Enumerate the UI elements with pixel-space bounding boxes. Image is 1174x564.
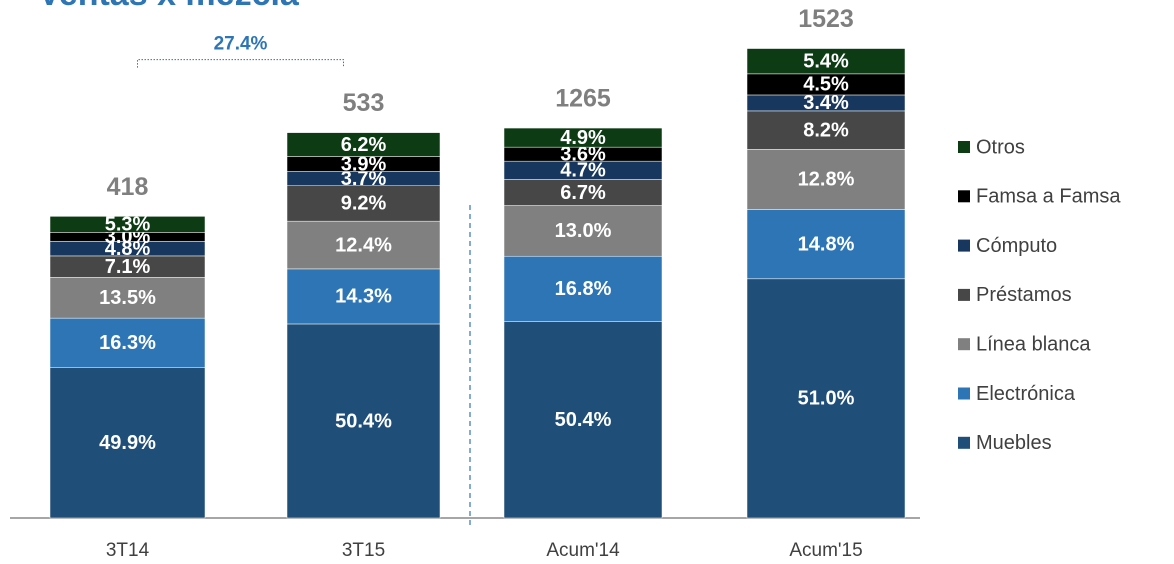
bar-segment: [49, 216, 206, 233]
segment-label: 14.3%: [335, 286, 392, 308]
bar-segment: [503, 205, 663, 257]
segment-label: 3.9%: [341, 153, 387, 175]
segment-label: 4.5%: [803, 74, 849, 96]
bar-segment: [503, 127, 663, 148]
bar-segment: [503, 179, 663, 206]
segment-label: 6.2%: [341, 134, 387, 156]
legend-label: Electrónica: [976, 383, 1076, 405]
legend-label: Muebles: [976, 432, 1052, 454]
segment-label: 3.6%: [560, 143, 606, 165]
segment-label: 12.8%: [798, 169, 855, 191]
segment-label: 4.8%: [105, 238, 151, 260]
bar-segment: [746, 209, 906, 280]
legend-swatch: [958, 338, 970, 351]
bar-segment: [503, 321, 663, 519]
total-label: 418: [107, 173, 149, 201]
total-label: 1265: [555, 85, 611, 113]
segment-label: 13.5%: [99, 287, 156, 309]
segment-label: 4.7%: [560, 160, 606, 182]
legend-label: Préstamos: [976, 284, 1072, 306]
segment-label: 13.0%: [555, 220, 612, 242]
segment-label: 50.4%: [335, 410, 392, 432]
total-label: 1523: [798, 5, 854, 33]
segment-label: 9.2%: [341, 193, 387, 215]
segment-label: 3.7%: [341, 168, 387, 190]
segment-label: 49.9%: [99, 432, 156, 454]
segment-label: 12.4%: [335, 234, 392, 256]
bar-segment: [503, 255, 663, 322]
chart-title: Ventas x mezcla: [38, 0, 300, 13]
segment-label: 5.4%: [803, 50, 849, 72]
segment-label: 5.3%: [105, 214, 151, 236]
legend-swatch: [958, 190, 970, 203]
segment-label: 6.7%: [560, 182, 606, 204]
growth-bracket: [137, 59, 344, 68]
bar-segment: [286, 220, 441, 270]
segment-label: 16.3%: [99, 332, 156, 354]
bar-segment: [286, 132, 441, 157]
total-label: 533: [343, 89, 385, 117]
segment-label: 3.4%: [803, 92, 849, 114]
bar-segment: [49, 317, 206, 368]
bar-segment: [49, 367, 206, 519]
bar-segment: [286, 185, 441, 222]
bar-segment: [746, 149, 906, 210]
bar-segment: [286, 323, 441, 519]
legend-swatch: [958, 288, 970, 301]
segment-label: 8.2%: [803, 119, 849, 141]
x-tick-label: Acum'14: [546, 540, 620, 561]
segment-label: 16.8%: [555, 278, 612, 300]
legend-swatch: [958, 436, 970, 449]
growth-label: 27.4%: [214, 34, 268, 55]
x-tick-label: Acum'15: [789, 540, 862, 561]
segment-label: 4.9%: [560, 127, 606, 149]
legend-swatch: [958, 141, 970, 153]
segment-label: 50.4%: [555, 409, 612, 431]
legend-swatch: [958, 387, 970, 400]
legend-label: Famsa a Famsa: [976, 186, 1121, 208]
bar-segment: [49, 277, 206, 319]
bar-segment: [746, 278, 906, 519]
segment-label: 7.1%: [105, 256, 151, 278]
x-tick-label: 3T15: [342, 540, 385, 561]
legend-label: Otros: [976, 136, 1025, 158]
segment-label: 14.8%: [798, 233, 855, 255]
legend-swatch: [958, 239, 970, 252]
legend-label: Línea blanca: [976, 333, 1091, 355]
segment-label: 51.0%: [798, 388, 855, 410]
bar-segment: [746, 48, 906, 75]
legend-label: Cómputo: [976, 235, 1057, 257]
x-tick-label: 3T14: [106, 540, 150, 561]
bar-segment: [746, 110, 906, 150]
